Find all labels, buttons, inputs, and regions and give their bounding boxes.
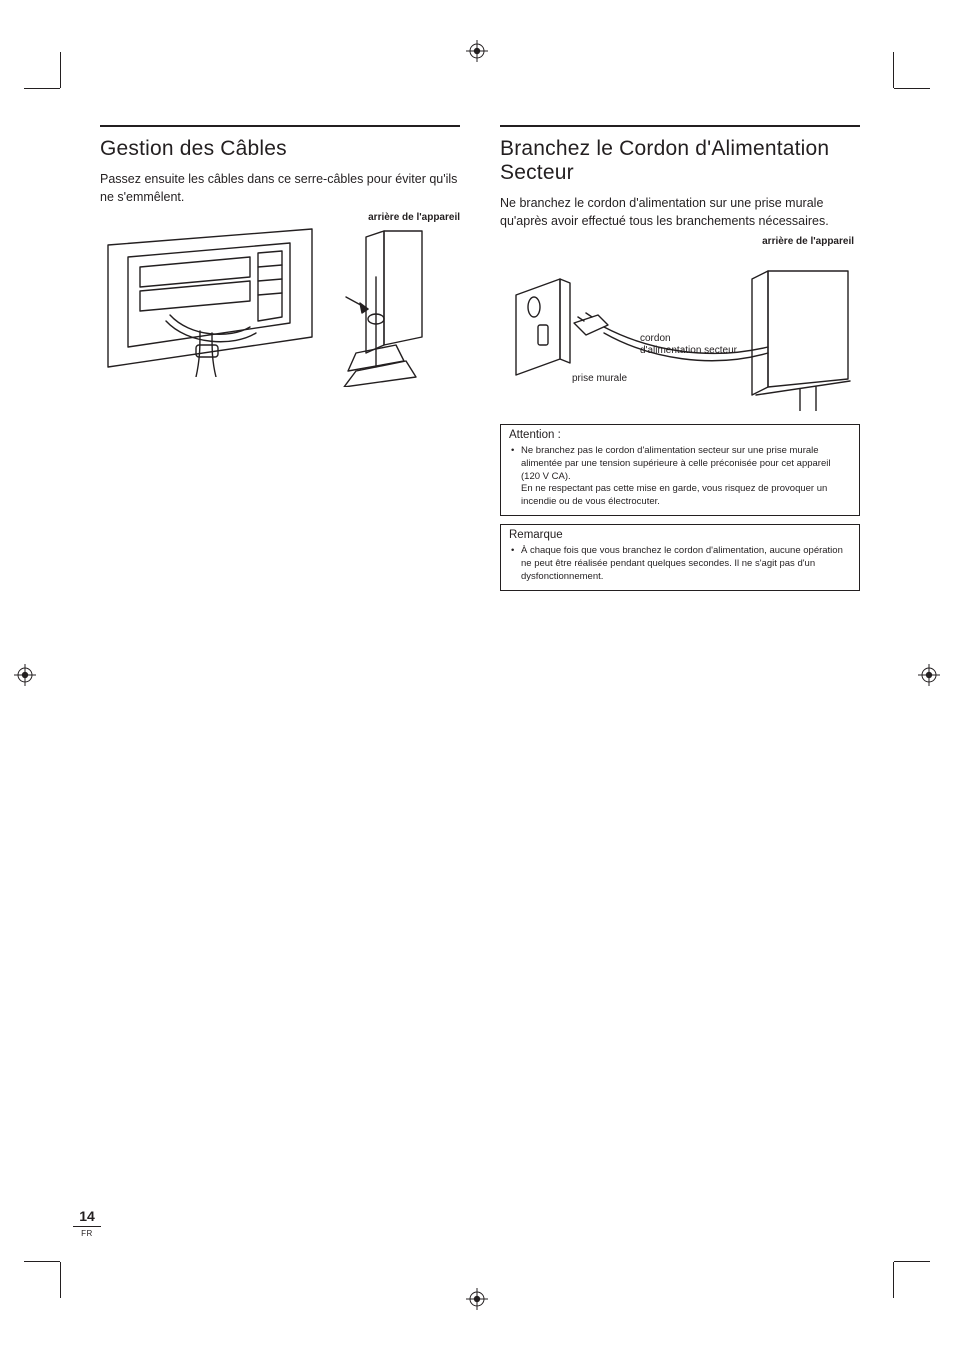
crop-mark bbox=[24, 88, 60, 89]
crop-mark bbox=[893, 52, 894, 88]
remarque-box: Remarque À chaque fois que vous branchez… bbox=[500, 524, 860, 590]
content-area: Gestion des Câbles Passez ensuite les câ… bbox=[100, 125, 860, 591]
cable-figure-row bbox=[100, 227, 460, 392]
page-footer: 14 FR bbox=[72, 1208, 102, 1238]
figure-power-connection: cordon d'alimentation secteur prise mura… bbox=[500, 251, 860, 416]
remarque-item: À chaque fois que vous branchez le cordo… bbox=[509, 545, 851, 583]
crop-mark bbox=[894, 1261, 930, 1262]
label-outlet: prise murale bbox=[572, 373, 627, 384]
crop-mark bbox=[24, 1261, 60, 1262]
registration-mark-icon bbox=[14, 664, 36, 686]
page-lang: FR bbox=[72, 1229, 102, 1238]
registration-mark-icon bbox=[466, 40, 488, 62]
crop-mark bbox=[894, 88, 930, 89]
page-number: 14 bbox=[73, 1208, 101, 1227]
section-heading-power: Branchez le Cordon d'Alimentation Secteu… bbox=[500, 125, 860, 185]
attention-title: Attention : bbox=[509, 429, 851, 441]
label-cord-2: d'alimentation secteur bbox=[640, 345, 738, 356]
manual-page: Gestion des Câbles Passez ensuite les câ… bbox=[0, 0, 954, 1350]
intro-text: Passez ensuite les câbles dans ce serre-… bbox=[100, 171, 460, 206]
figure-label-rear: arrière de l'appareil bbox=[100, 212, 460, 223]
crop-mark bbox=[893, 1262, 894, 1298]
registration-mark-icon bbox=[466, 1288, 488, 1310]
label-cord: cordon bbox=[640, 333, 671, 344]
figure-cable-sideview bbox=[326, 227, 434, 392]
crop-mark bbox=[60, 52, 61, 88]
right-column: Branchez le Cordon d'Alimentation Secteu… bbox=[500, 125, 860, 591]
left-column: Gestion des Câbles Passez ensuite les câ… bbox=[100, 125, 460, 591]
figure-cable-closeup bbox=[100, 227, 320, 382]
crop-mark bbox=[60, 1262, 61, 1298]
remarque-title: Remarque bbox=[509, 529, 851, 541]
attention-box: Attention : Ne branchez pas le cordon d'… bbox=[500, 424, 860, 516]
intro-text: Ne branchez le cordon d'alimentation sur… bbox=[500, 195, 860, 230]
section-heading-cables: Gestion des Câbles bbox=[100, 125, 460, 161]
registration-mark-icon bbox=[918, 664, 940, 686]
attention-item: Ne branchez pas le cordon d'alimentation… bbox=[509, 445, 851, 509]
figure-label-rear: arrière de l'appareil bbox=[500, 236, 854, 247]
